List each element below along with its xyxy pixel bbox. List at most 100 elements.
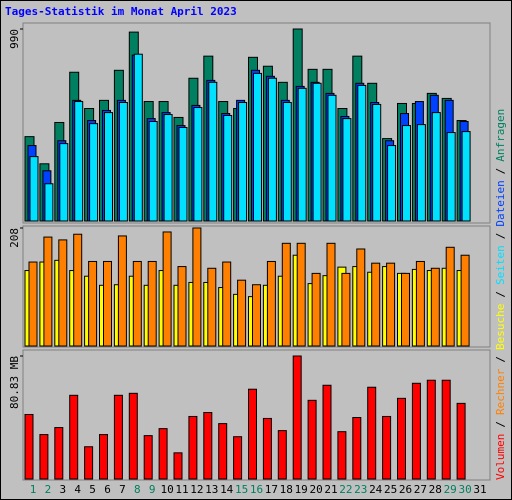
bar [99, 434, 108, 480]
bar [411, 382, 421, 480]
x-tick-label: 22 [339, 483, 352, 496]
bar [73, 233, 83, 347]
bar [312, 82, 322, 222]
bar [233, 436, 243, 480]
bar [162, 231, 172, 347]
bar [311, 272, 321, 347]
bar [203, 412, 213, 480]
bar [297, 87, 307, 222]
legend-separator: / [494, 421, 507, 428]
x-tick-label: 12 [190, 483, 203, 496]
bar [158, 428, 168, 480]
bar [132, 260, 142, 347]
bar [237, 279, 247, 347]
bar [113, 394, 123, 480]
x-tick-label: 10 [160, 483, 173, 496]
bar [387, 145, 397, 222]
x-tick-label: 30 [458, 483, 471, 496]
bar [223, 114, 233, 222]
bar [143, 435, 153, 480]
bar [341, 272, 351, 347]
bar [84, 446, 94, 480]
bar [401, 272, 410, 347]
bar [54, 427, 64, 480]
legend-entry: Volumen [494, 434, 507, 480]
bar [426, 379, 436, 480]
x-tick-label: 7 [119, 483, 126, 496]
legend-separator: / [494, 233, 507, 240]
bar [386, 262, 396, 347]
bar [326, 242, 336, 347]
bar [430, 267, 440, 347]
legend-entry: Dateien [494, 180, 507, 226]
bar [39, 434, 49, 480]
x-tick-label: 15 [235, 483, 248, 496]
bar [69, 394, 79, 480]
x-tick-label: 8 [134, 483, 141, 496]
x-tick-label: 27 [414, 483, 427, 496]
y-tick-label: 990 [8, 29, 21, 49]
bar [357, 84, 367, 222]
bar [193, 107, 203, 222]
bar [431, 112, 441, 222]
bar [207, 267, 217, 347]
legend-entry: Rechner [494, 368, 507, 415]
x-tick-label: 9 [149, 483, 156, 496]
bar [88, 260, 98, 347]
bar [59, 143, 69, 222]
bar [147, 260, 157, 347]
bar [342, 118, 352, 222]
bar [322, 384, 332, 480]
bar [262, 417, 272, 480]
bar [43, 236, 53, 347]
bar [148, 121, 158, 222]
legend-separator: / [494, 356, 507, 363]
bar [281, 242, 291, 347]
bar [222, 261, 232, 347]
x-tick-label: 14 [220, 483, 234, 496]
x-tick-label: 29 [444, 483, 457, 496]
bar [441, 379, 451, 480]
legend-separator: / [494, 168, 507, 175]
legend: Volumen / Rechner / Besuche / Seiten / Dateien / A… [494, 109, 507, 480]
x-tick-label: 28 [429, 483, 442, 496]
x-tick-label: 4 [74, 483, 81, 496]
bar [177, 266, 187, 347]
x-tick-label: 19 [295, 483, 308, 496]
bar [74, 101, 84, 222]
bar [117, 235, 127, 347]
x-tick-label: 3 [59, 483, 66, 496]
bar [238, 102, 248, 222]
legend-entry: Seiten [494, 245, 507, 285]
x-tick-label: 6 [104, 483, 111, 496]
x-tick-label: 16 [250, 483, 263, 496]
bar [28, 261, 38, 347]
bar [188, 415, 198, 480]
bar [218, 423, 228, 480]
bar [29, 156, 39, 222]
x-tick-label: 5 [89, 483, 96, 496]
x-tick-label: 1 [30, 483, 37, 496]
bar [253, 72, 262, 222]
x-tick-label: 20 [309, 483, 322, 496]
bar [282, 102, 292, 222]
bar [252, 284, 261, 347]
bar [163, 114, 173, 222]
bar [89, 123, 99, 222]
x-tick-label: 13 [205, 483, 218, 496]
x-tick-label: 31 [473, 483, 486, 496]
bar [296, 242, 306, 347]
chart-title: Tages-Statistik im Monat April 2023 [5, 5, 237, 18]
legend-separator: / [494, 291, 507, 298]
bar [103, 260, 112, 347]
bar [58, 239, 68, 347]
bar [128, 392, 138, 480]
x-tick-label: 24 [369, 483, 383, 496]
x-tick-label: 2 [45, 483, 52, 496]
bar [367, 386, 377, 480]
bar [248, 388, 257, 480]
bar [382, 415, 392, 480]
bar [24, 413, 34, 480]
bar [371, 262, 381, 347]
